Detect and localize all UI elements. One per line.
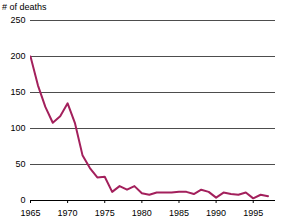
svg-text:100: 100 [10, 123, 25, 133]
svg-text:200: 200 [10, 51, 25, 61]
svg-text:0: 0 [20, 195, 25, 205]
svg-text:1970: 1970 [58, 208, 78, 218]
html-text:# of deaths: # of deaths [2, 2, 47, 12]
svg-text:1965: 1965 [20, 208, 40, 218]
svg-text:1980: 1980 [132, 208, 152, 218]
svg-text:1975: 1975 [95, 208, 115, 218]
svg-text:250: 250 [10, 15, 25, 25]
svg-text:1995: 1995 [243, 208, 263, 218]
svg-text:1985: 1985 [169, 208, 189, 218]
svg-text:50: 50 [15, 159, 25, 169]
svg-text:1990: 1990 [206, 208, 226, 218]
svg-text:150: 150 [10, 87, 25, 97]
